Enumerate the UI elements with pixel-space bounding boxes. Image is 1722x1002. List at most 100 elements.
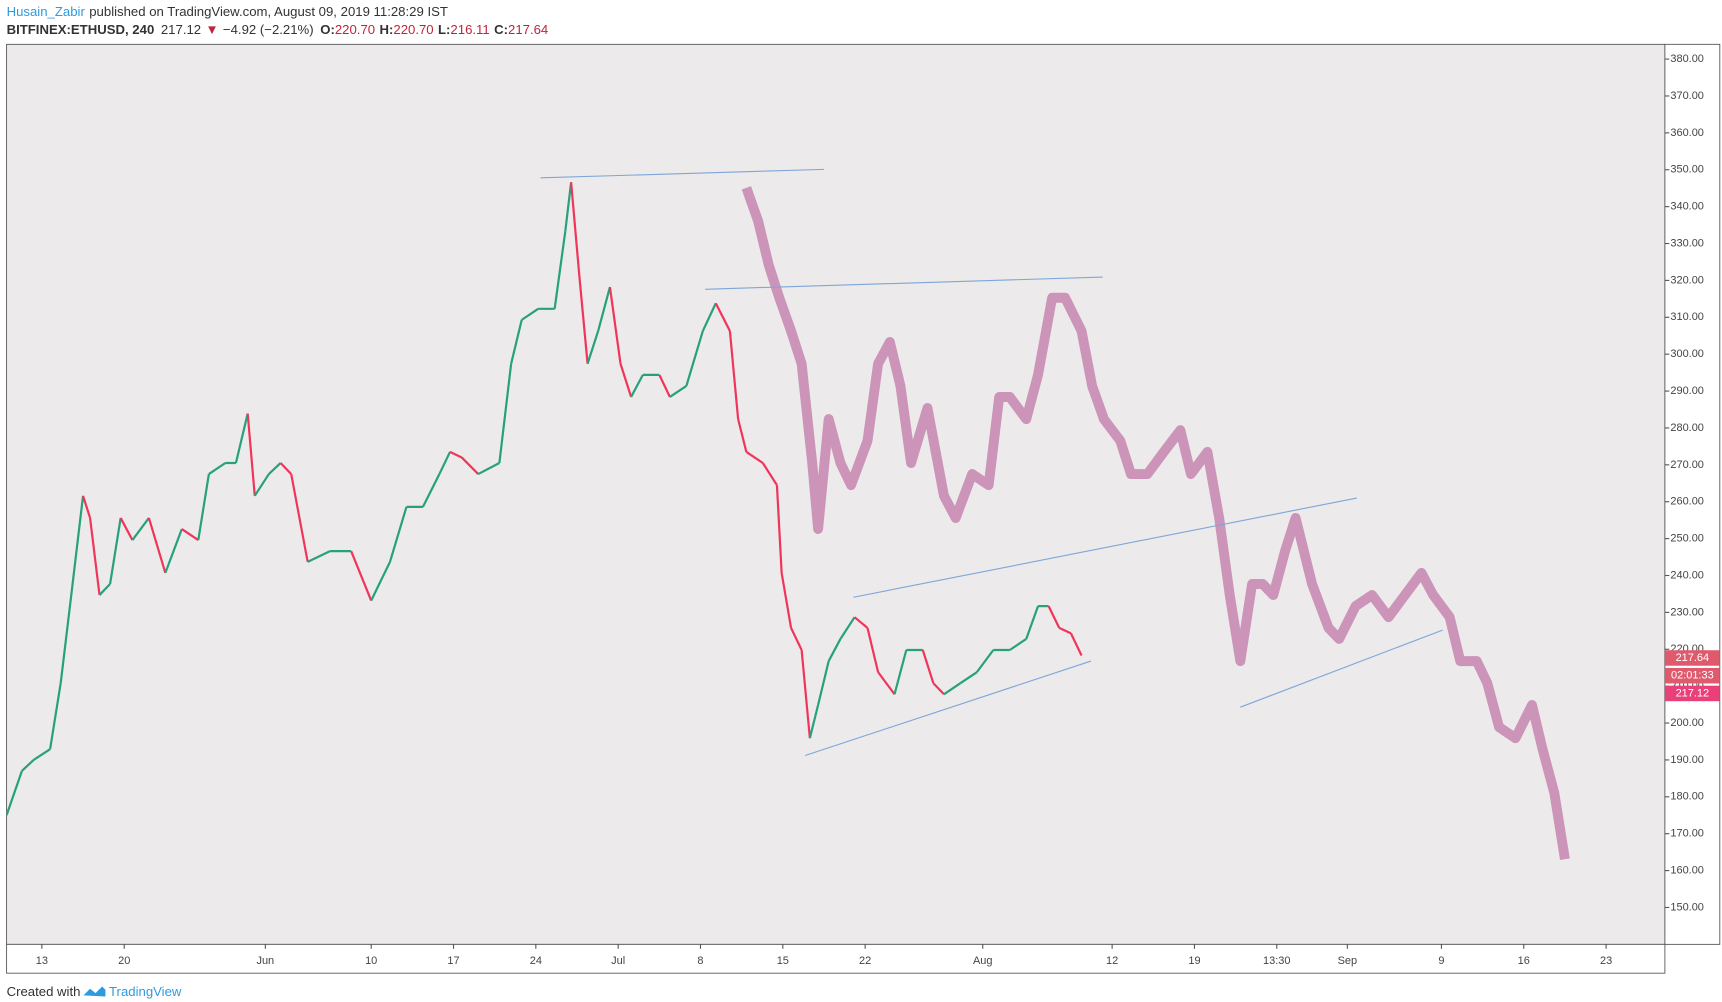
x-tick-label: 8 [697,955,703,967]
plot [6,168,1570,860]
price-segment [808,704,820,739]
price-segment [438,451,451,475]
x-tick-label: 19 [1188,955,1200,967]
price-segment [98,583,111,596]
price-segment [1047,605,1061,629]
price-tag: 217.12 [1676,687,1710,699]
price-segment [866,627,880,673]
x-tick-label: 13 [36,955,48,967]
price-segment [208,462,226,475]
x-tick-label: Sep [1338,955,1358,967]
y-tick-label: 270.00 [1670,459,1704,471]
trendline [540,168,824,179]
arrow: ▼ [206,21,219,36]
price-segment [921,649,935,684]
y-tick-label: 380.00 [1670,53,1704,65]
trendline [853,497,1357,598]
price-segment [728,330,740,420]
price-segment [737,418,748,453]
price-segment [570,182,581,277]
x-tick-label: 15 [777,955,789,967]
x-tick-label: 24 [530,955,542,967]
brand[interactable]: TradingView [109,983,182,998]
price-segment [109,517,122,585]
price-segment [932,682,945,696]
price-segment [761,462,778,486]
price-segment [597,286,611,332]
price-segment [89,517,101,596]
price-segment [370,561,391,602]
price-segment [234,413,249,464]
x-tick-label: Aug [973,955,993,967]
price-segment [578,275,589,364]
price-segment [658,374,671,398]
price-segment [388,506,408,563]
x-tick-label: Jul [611,955,625,967]
price-segment [279,462,292,475]
y-tick-label: 150.00 [1670,901,1704,913]
price-segment [460,456,479,475]
price-segment [959,671,978,685]
x-tick-label: 16 [1518,955,1530,967]
y-tick-label: 250.00 [1670,532,1704,544]
y-tick-label: 370.00 [1670,90,1704,102]
y-tick-label: 190.00 [1670,754,1704,766]
y-tick-label: 180.00 [1670,791,1704,803]
x-tick-label: Jun [256,955,274,967]
created-with: Created with [7,983,81,998]
price-axis [1664,43,1721,945]
price-segment [817,660,830,706]
o-label: O: [320,21,335,36]
price-segment [586,330,600,365]
l-label: L: [438,21,450,36]
price-segment [630,374,644,398]
price-segment [21,759,35,772]
y-tick-label: 260.00 [1670,496,1704,508]
price-segment [131,517,150,541]
change: −4.92 (−2.21%) [223,21,314,36]
price-segment [827,638,842,662]
price-segment [421,473,441,508]
price-segment [780,572,793,629]
price-segment [253,473,270,497]
price-segment [70,495,85,596]
price-segment [6,770,23,816]
x-tick-label: 13:30 [1263,955,1290,967]
y-tick-label: 280.00 [1670,422,1704,434]
price-segment [268,462,282,475]
price-segment [669,384,687,398]
price-segment [745,451,764,464]
low: 216.11 [450,21,489,36]
price-segment [564,182,573,232]
brand-logo [83,986,106,997]
x-tick-label: 9 [1438,955,1444,967]
price-segment [197,473,210,541]
x-tick-label: 20 [118,955,130,967]
trendline [804,660,1092,757]
price-segment [521,307,539,321]
price-segment [246,413,256,496]
price-segment [893,649,908,695]
h-label: H: [379,21,393,36]
last: 217.12 [161,21,201,36]
y-tick-label: 170.00 [1670,828,1704,840]
price-segment [1025,605,1040,640]
price-segment [81,495,92,519]
y-tick-label: 300.00 [1670,348,1704,360]
x-tick-label: 17 [447,955,459,967]
price-segment [1009,638,1027,651]
price-segment [1069,632,1083,657]
y-tick-label: 350.00 [1670,164,1704,176]
trendline [705,276,1103,290]
author[interactable]: Husain_Zabir [7,4,86,19]
x-tick-label: 23 [1600,955,1612,967]
price-segment [498,363,513,464]
price-segment [1058,626,1072,635]
price-segment [877,671,896,695]
price-tag: 217.64 [1676,652,1710,664]
published: published on TradingView.com, August 09,… [89,4,448,19]
price-segment [714,302,731,332]
price-segment [147,517,167,574]
price-segment [800,649,811,739]
